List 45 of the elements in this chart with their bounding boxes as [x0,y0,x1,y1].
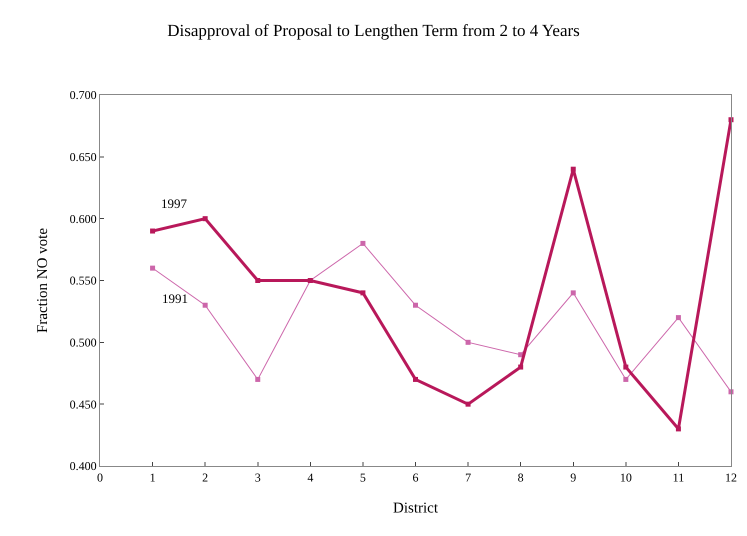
point [466,402,471,407]
point [570,166,576,172]
point [413,302,418,308]
x-axis-title: District [393,500,439,516]
point [623,364,628,370]
y-tick-label: 0.650 [70,150,97,164]
x-tick-label: 10 [620,470,632,484]
series-label: 1991 [162,291,188,306]
point [623,376,628,382]
x-tick-label: 1 [150,470,156,484]
series-label: 1997 [161,196,188,211]
x-tick-label: 12 [725,470,737,484]
x-tick-label: 6 [412,470,418,484]
point [360,290,366,296]
y-tick-label: 0.450 [70,397,97,412]
point [518,364,524,370]
x-tick-label: 3 [254,470,261,484]
x-tick-label: 8 [518,470,524,484]
point [676,315,681,320]
y-tick-label: 0.400 [70,459,97,474]
point [202,216,208,222]
x-tick-label: 4 [307,470,314,484]
y-axis-title: Fraction NO vote [34,228,51,333]
point [150,266,156,271]
point [518,352,524,358]
point [466,340,471,345]
point [676,426,681,432]
y-tick-label: 0.550 [70,274,97,288]
x-tick-label: 7 [465,470,472,484]
y-tick-label: 0.600 [70,212,97,226]
x-tick-label: 11 [672,470,684,484]
point [255,278,260,283]
point [570,290,576,296]
x-tick-label: 9 [570,470,576,484]
chart-title: Disapproval of Proposal to Lengthen Term from 2 to 4 Years [167,21,580,40]
x-tick-label: 0 [97,470,103,484]
y-tick-label: 0.500 [70,336,97,350]
point [150,228,156,234]
point [360,240,366,246]
point [255,376,260,382]
point [413,376,418,382]
x-tick-label: 5 [360,470,366,484]
y-tick-label: 0.700 [70,88,97,102]
point [202,302,208,308]
x-tick-label: 2 [202,470,208,484]
